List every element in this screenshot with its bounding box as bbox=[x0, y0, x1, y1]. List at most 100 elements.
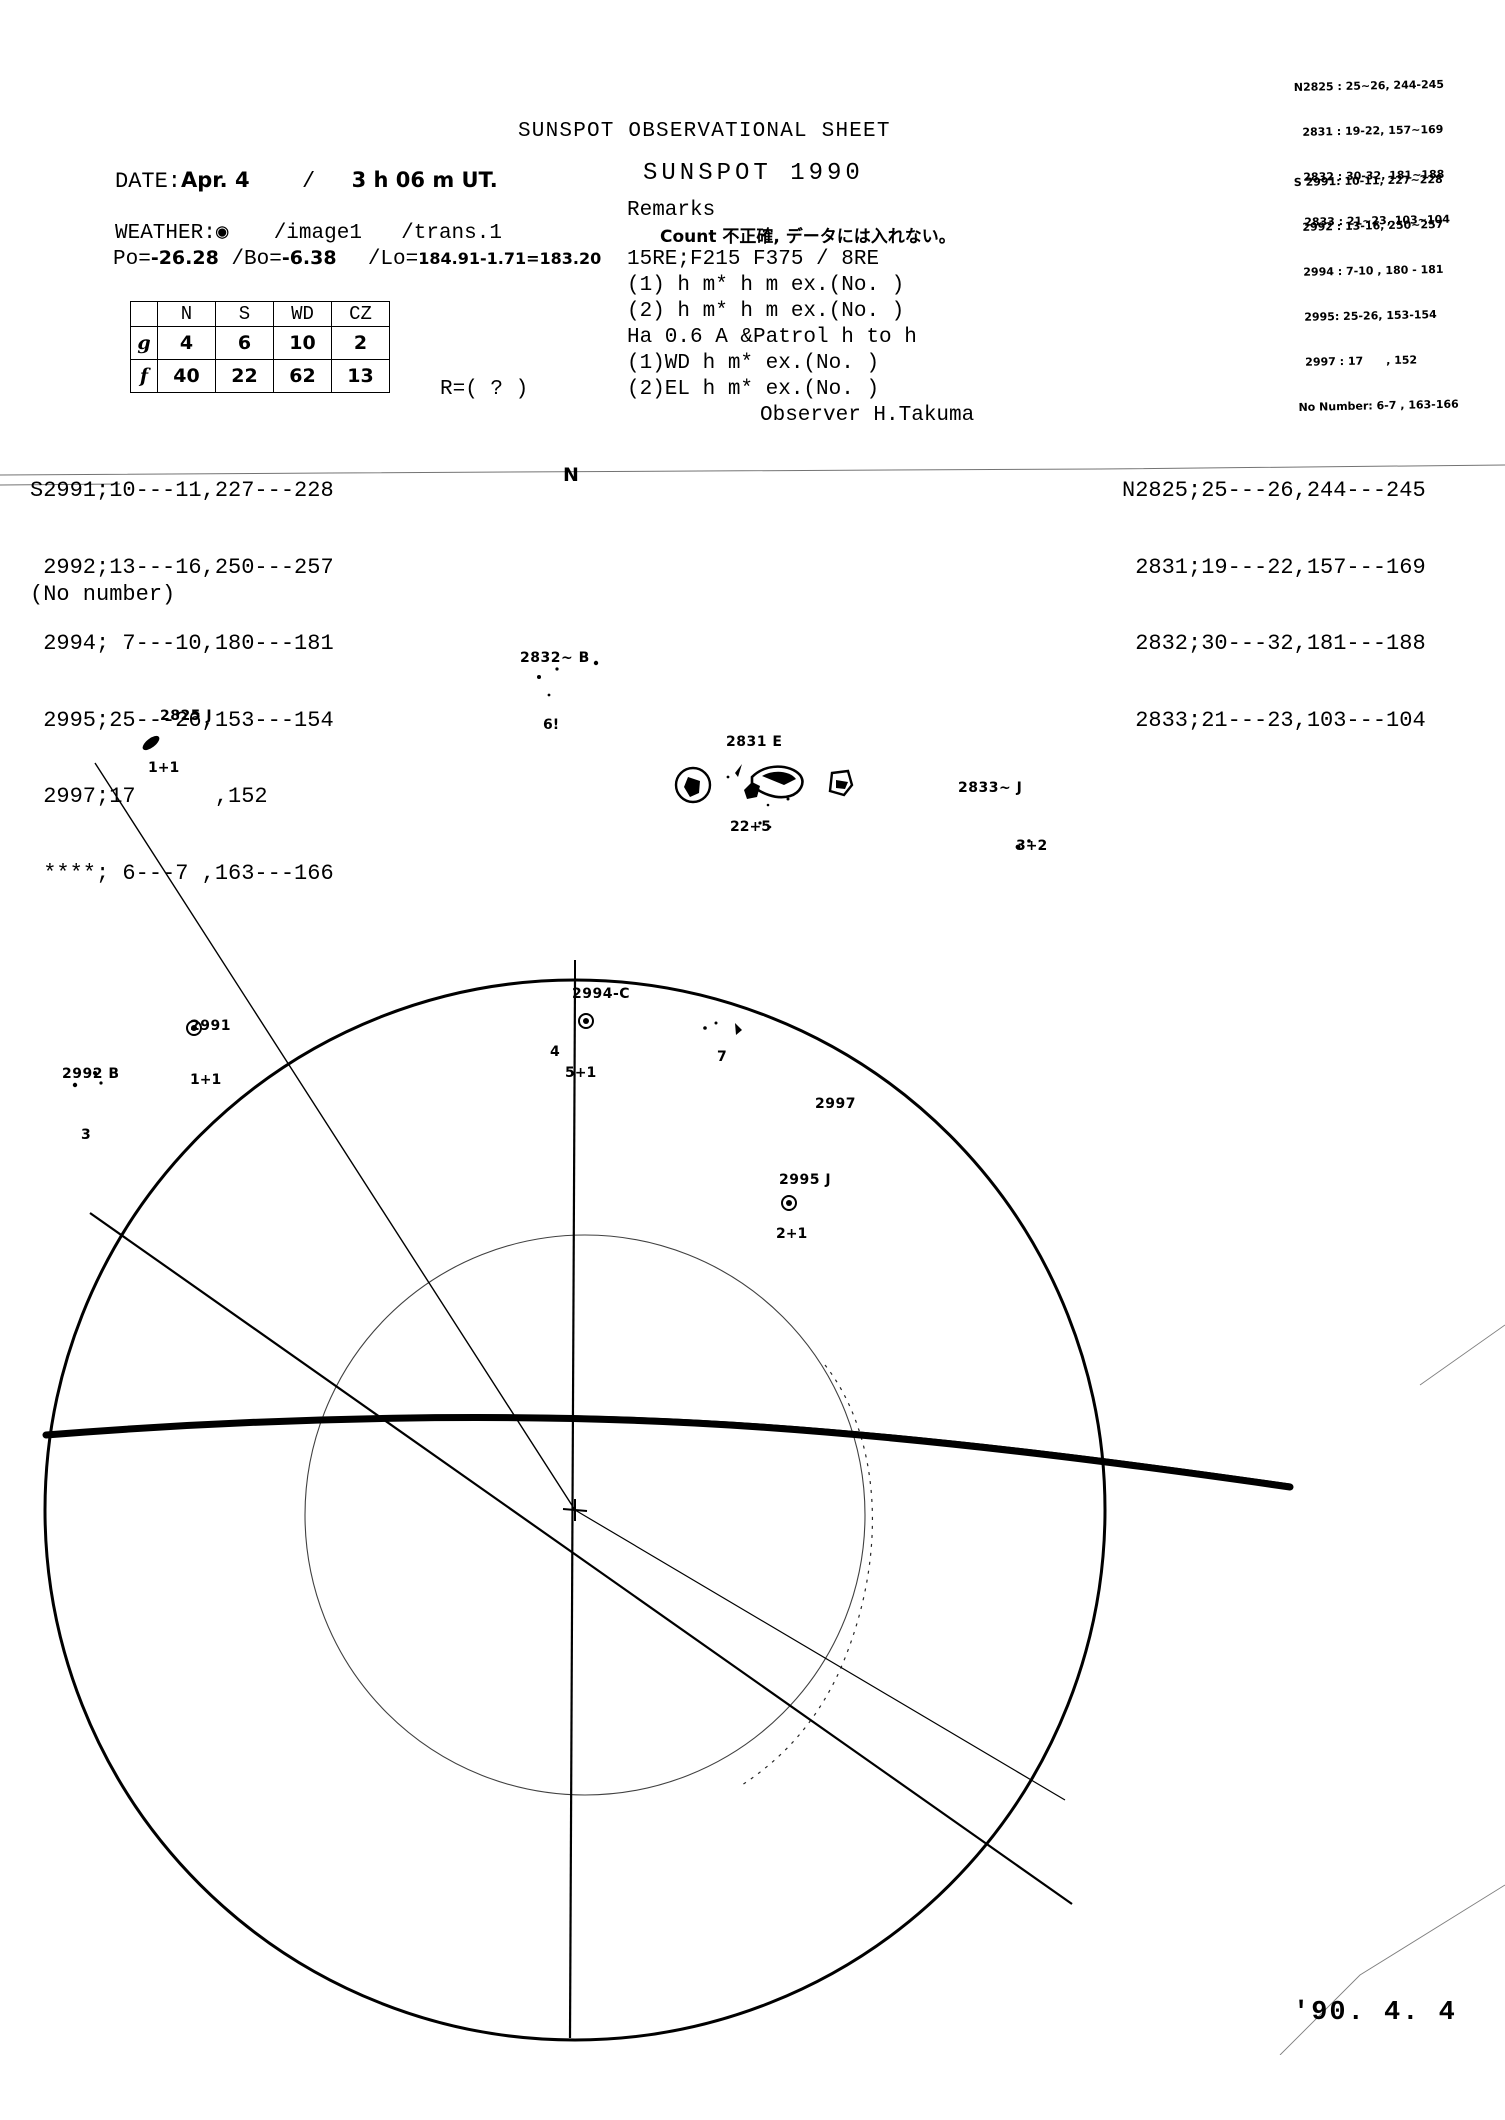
region-count-2992: 3 bbox=[81, 1127, 91, 1143]
cell-f-cz: 13 bbox=[331, 359, 390, 393]
sunspot-pore bbox=[1027, 839, 1031, 843]
date-label: DATE: bbox=[115, 169, 182, 194]
sunspot-penumbra bbox=[186, 1020, 202, 1036]
spot-group-2833 bbox=[1015, 839, 1031, 850]
cell-f-wd: 62 bbox=[273, 359, 332, 393]
sunspot-umbra bbox=[786, 1200, 792, 1206]
dotted-boundary-arc bbox=[741, 1364, 873, 1786]
cell-g-s: 6 bbox=[215, 326, 274, 360]
sunspot-umbra bbox=[744, 782, 760, 799]
region-count-2997: 7 bbox=[717, 1049, 727, 1065]
counts-col-n: N bbox=[157, 301, 216, 327]
region-count-2833: 3+2 bbox=[1016, 838, 1048, 854]
spot-group-2994 bbox=[578, 1013, 594, 1029]
sunspot-umbra bbox=[735, 764, 742, 777]
region-label-2825: 2825 J bbox=[160, 708, 213, 724]
date-value: Apr. 4 bbox=[181, 168, 250, 192]
list-item: 2994; 7---10,180---181 bbox=[30, 631, 334, 656]
list-item: N2825 : 25~26, 244-245 bbox=[1293, 77, 1445, 94]
sheet-year-title: SUNSPOT 1990 bbox=[643, 160, 864, 187]
row-label-g: g bbox=[130, 326, 158, 360]
sunspot-pore bbox=[758, 821, 762, 825]
no-number-label: (No number) bbox=[30, 582, 176, 607]
list-item: 2832;30---32,181---188 bbox=[1122, 631, 1426, 656]
region-label-2832: 2832~ B bbox=[520, 650, 590, 666]
list-item: 2995;25---26,153---154 bbox=[30, 707, 334, 733]
list-item: S2991;10---11,227---228 bbox=[30, 478, 334, 503]
spot-group-2991 bbox=[186, 1020, 202, 1036]
counts-table: N S WD CZ g 4 6 10 2 f 40 22 62 13 bbox=[130, 301, 390, 393]
solar-disk-svg bbox=[0, 464, 1505, 2056]
counts-col-blank bbox=[130, 301, 158, 327]
page-title: SUNSPOT OBSERVATIONAL SHEET bbox=[518, 120, 891, 143]
halpha-patrol-line: Ha 0.6 A &Patrol h to h bbox=[627, 326, 917, 349]
region-label-2991: 2991 bbox=[190, 1018, 231, 1034]
margin-note-south: S 2991: 10-11, 227~228 2992 : 13-16, 250… bbox=[1293, 142, 1459, 430]
south-hemisphere-spot-list: S2991;10---11,227---228 2992;13---16,250… bbox=[30, 427, 334, 912]
sunspot-pore bbox=[768, 825, 772, 829]
region-marker-2994-digit: 4 bbox=[550, 1044, 560, 1060]
list-item: 2994 : 7-10 , 180 - 181 bbox=[1295, 262, 1444, 279]
sunspot-umbra bbox=[191, 1025, 197, 1031]
spot-group-2825 bbox=[142, 735, 160, 751]
lo-label: /Lo= bbox=[367, 248, 419, 271]
el-event-line: (2)EL h m* ex.(No. ) bbox=[627, 378, 880, 401]
sunspot-penumbra bbox=[578, 1013, 594, 1029]
observation-time: 3 h 06 m UT. bbox=[351, 168, 498, 192]
list-item: S 2991: 10-11, 227~228 bbox=[1293, 172, 1443, 189]
list-item: 2833;21---23,103---104 bbox=[1122, 707, 1426, 733]
region-label-2994: 2994-C bbox=[572, 986, 631, 1002]
sunspot-pore bbox=[726, 775, 730, 779]
region-label-2833: 2833~ J bbox=[958, 780, 1023, 796]
remarks-note-japanese: Count 不正確, データには入れない。 bbox=[660, 227, 956, 247]
neutral-line-curve-highlight bbox=[44, 1414, 1292, 1487]
wd-event-line: (1)WD h m* ex.(No. ) bbox=[627, 352, 880, 375]
north-direction-marker: N bbox=[563, 464, 579, 486]
list-item: 2992 : 13-16, 250~257 bbox=[1294, 217, 1444, 234]
solar-angles-line: Po=-26.28 /Bo=-6.38 /Lo=184.91-1.71=183.… bbox=[113, 247, 601, 271]
list-item: 2997;17 ,152 bbox=[30, 784, 268, 809]
scan-artifact-lines bbox=[0, 464, 1505, 486]
row-label-f: f bbox=[130, 359, 158, 393]
list-item: 2831 : 19-22, 157~169 bbox=[1294, 122, 1444, 139]
sunspot-pore bbox=[555, 667, 559, 671]
sunspot-pore bbox=[703, 1026, 707, 1030]
sunspot-penumbra bbox=[674, 766, 712, 804]
list-item: No Number: 6-7 , 163-166 bbox=[1298, 397, 1459, 414]
cell-g-n: 4 bbox=[157, 326, 216, 360]
sunspot-pore bbox=[766, 803, 770, 807]
solar-equator-line bbox=[89, 1212, 1073, 1905]
sunspot-pore bbox=[1015, 844, 1021, 850]
region-label-2995: 2995 J bbox=[779, 1172, 832, 1188]
region-count-2831: 22+5 bbox=[730, 819, 771, 835]
counts-col-s: S bbox=[215, 301, 274, 327]
north-hemisphere-spot-list: N2825;25---26,244---245 2831;19---22,157… bbox=[1122, 427, 1426, 759]
region-count-2832: 6! bbox=[543, 717, 560, 733]
po-value: -26.28 bbox=[150, 247, 219, 269]
list-item: 2831;19---22,157---169 bbox=[1122, 554, 1426, 580]
cell-g-wd: 10 bbox=[273, 326, 332, 360]
spot-group-2997 bbox=[703, 1021, 742, 1035]
remarks-title: Remarks bbox=[627, 199, 716, 222]
list-item: 2992;13---16,250---257 bbox=[30, 554, 334, 580]
sunspot-umbra bbox=[836, 780, 848, 789]
sunspot-pore bbox=[537, 675, 541, 679]
table-row: g 4 6 10 2 bbox=[130, 326, 390, 360]
list-item: N2825;25---26,244---245 bbox=[1122, 478, 1426, 503]
date-stamp: '90. 4. 4 bbox=[1293, 1998, 1457, 2028]
region-label-2997: 2997 bbox=[815, 1096, 856, 1112]
sunspot-umbra bbox=[735, 1023, 742, 1035]
sunspot-umbra bbox=[583, 1018, 589, 1024]
spot-group-2832 bbox=[537, 660, 599, 697]
region-label-2992: 2992 B bbox=[62, 1066, 120, 1082]
sunspot-pore bbox=[786, 797, 790, 801]
event-line-1: (1) h m* h m ex.(No. ) bbox=[627, 274, 905, 297]
region-count-2994: 5+1 bbox=[565, 1065, 597, 1081]
counts-col-cz: CZ bbox=[331, 301, 390, 327]
sunspot-penumbra bbox=[781, 1195, 797, 1211]
region-count-2991: 1+1 bbox=[190, 1072, 222, 1088]
spot-group-2995 bbox=[781, 1195, 797, 1211]
list-item: 2997 : 17 , 152 bbox=[1297, 353, 1418, 369]
list-item: 2995: 25-26, 153-154 bbox=[1296, 308, 1437, 324]
spot-group-2992 bbox=[72, 1071, 103, 1088]
